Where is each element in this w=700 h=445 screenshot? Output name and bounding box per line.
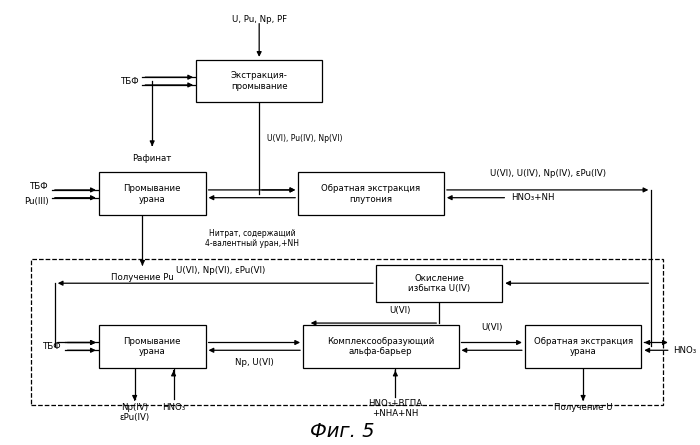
Text: ТБФ: ТБФ	[30, 182, 49, 190]
Text: ТБФ: ТБФ	[43, 342, 62, 351]
FancyBboxPatch shape	[303, 325, 459, 368]
Text: ТБФ: ТБФ	[121, 77, 139, 85]
FancyBboxPatch shape	[99, 325, 206, 368]
Text: U, Pu, Np, PF: U, Pu, Np, PF	[232, 15, 287, 24]
Text: Pu(III): Pu(III)	[25, 197, 49, 206]
Text: Промывание
урана: Промывание урана	[123, 184, 181, 203]
Text: Комплексообразующий
альфа-барьер: Комплексообразующий альфа-барьер	[327, 337, 435, 356]
Text: HNO₃: HNO₃	[162, 403, 186, 412]
Text: U(VI), Np(VI), εPu(VI): U(VI), Np(VI), εPu(VI)	[176, 267, 265, 275]
FancyBboxPatch shape	[298, 172, 444, 215]
Text: Нитрат, содержащий
4-валентный уран,+NH: Нитрат, содержащий 4-валентный уран,+NH	[205, 229, 299, 248]
Text: Np(IV)
εPu(IV): Np(IV) εPu(IV)	[120, 403, 150, 422]
Text: U(VI): U(VI)	[481, 323, 503, 332]
Text: U(VI), Pu(IV), Np(VI): U(VI), Pu(IV), Np(VI)	[267, 134, 342, 143]
Text: Np, U(VI): Np, U(VI)	[235, 358, 274, 367]
Text: U(VI), U(IV), Np(IV), εPu(IV): U(VI), U(IV), Np(IV), εPu(IV)	[489, 169, 606, 178]
Text: Обратная экстракция
урана: Обратная экстракция урана	[533, 337, 633, 356]
FancyBboxPatch shape	[196, 60, 323, 102]
Text: Экстракция-
промывание: Экстракция- промывание	[231, 71, 288, 91]
Text: Промывание
урана: Промывание урана	[123, 337, 181, 356]
FancyBboxPatch shape	[525, 325, 641, 368]
FancyBboxPatch shape	[376, 265, 503, 302]
Text: Получение Pu: Получение Pu	[111, 274, 174, 283]
Text: HNO₃: HNO₃	[673, 346, 696, 355]
Text: Рафинат: Рафинат	[132, 154, 172, 163]
Text: U(VI): U(VI)	[389, 306, 411, 316]
FancyBboxPatch shape	[99, 172, 206, 215]
Text: HNO₃+NH: HNO₃+NH	[511, 193, 554, 202]
Text: Получение U: Получение U	[554, 403, 612, 412]
Text: Фиг. 5: Фиг. 5	[309, 422, 374, 441]
Text: Обратная экстракция
плутония: Обратная экстракция плутония	[321, 184, 421, 203]
Text: Окисление
избытка U(IV): Окисление избытка U(IV)	[408, 274, 470, 293]
Text: HNO₃+ВГПА
+NHA+NH: HNO₃+ВГПА +NHA+NH	[368, 399, 422, 418]
